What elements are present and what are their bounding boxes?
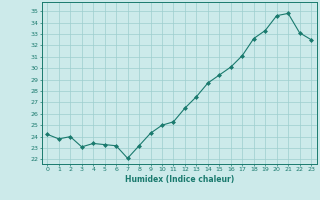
X-axis label: Humidex (Indice chaleur): Humidex (Indice chaleur) bbox=[124, 175, 234, 184]
